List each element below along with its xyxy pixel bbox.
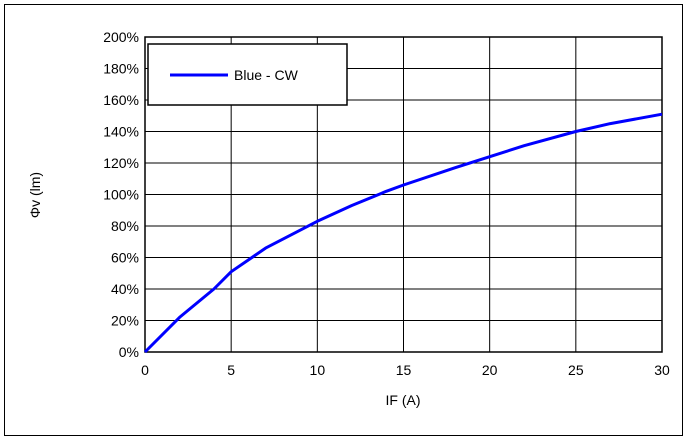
series-layer <box>143 112 663 354</box>
y-tick-label: 200% <box>103 29 139 45</box>
x-tick-label: 15 <box>396 362 412 378</box>
series-line-0 <box>143 112 663 354</box>
legend-label-blue-cw: Blue - CW <box>234 67 299 83</box>
y-tick-label: 0% <box>119 344 139 360</box>
x-tick-label: 20 <box>482 362 498 378</box>
y-tick-label: 100% <box>103 187 139 203</box>
y-tick-label: 180% <box>103 61 139 77</box>
x-tick-label: 0 <box>141 362 149 378</box>
x-axis-label: IF (A) <box>386 392 421 408</box>
y-tick-label: 160% <box>103 92 139 108</box>
x-tick-labels: 0 5 10 15 20 25 30 <box>141 362 670 378</box>
legend: Blue - CW <box>147 43 348 106</box>
y-tick-label: 20% <box>111 313 139 329</box>
y-axis-label: Φv (lm) <box>27 172 43 218</box>
x-tick-label: 25 <box>568 362 584 378</box>
x-tick-label: 30 <box>654 362 670 378</box>
y-tick-label: 80% <box>111 218 139 234</box>
plot-area <box>144 36 663 353</box>
y-tick-label: 140% <box>103 124 139 140</box>
y-tick-label: 60% <box>111 250 139 266</box>
y-tick-label: 120% <box>103 155 139 171</box>
x-tick-label: 5 <box>227 362 235 378</box>
y-tick-labels: 0% 20% 40% 60% 80% 100% 120% 140% 160% 180% 200% <box>103 29 139 360</box>
y-tick-label: 40% <box>111 281 139 297</box>
x-tick-label: 10 <box>310 362 326 378</box>
